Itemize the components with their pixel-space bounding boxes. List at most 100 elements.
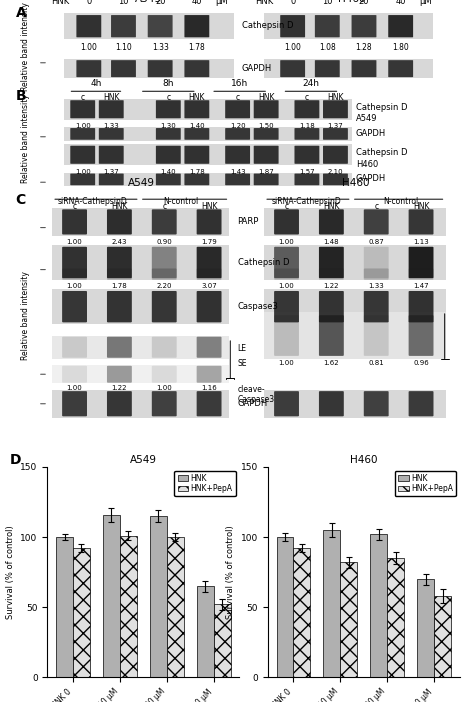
Bar [264,312,446,359]
Bar [64,99,352,119]
Text: SE: SE [237,359,247,368]
FancyBboxPatch shape [323,173,348,185]
Text: siRNA-CathepsinD: siRNA-CathepsinD [272,197,342,206]
Text: 1.78: 1.78 [189,43,205,52]
Bar [197,586,214,677]
FancyBboxPatch shape [197,366,221,383]
FancyBboxPatch shape [225,128,250,140]
FancyBboxPatch shape [274,391,299,416]
Text: 0: 0 [290,0,295,6]
FancyBboxPatch shape [152,366,177,383]
FancyBboxPatch shape [225,100,250,119]
Text: 1.87: 1.87 [258,169,274,176]
FancyBboxPatch shape [388,60,413,77]
Bar [52,208,229,236]
Text: 1.13: 1.13 [413,239,429,244]
FancyBboxPatch shape [323,146,348,164]
Text: 10: 10 [322,0,333,6]
FancyBboxPatch shape [364,291,389,322]
FancyBboxPatch shape [62,337,87,358]
Text: 1.48: 1.48 [324,239,339,244]
FancyBboxPatch shape [294,128,319,140]
Bar [417,579,434,677]
FancyBboxPatch shape [409,391,434,416]
FancyBboxPatch shape [76,15,101,37]
Text: 16h: 16h [231,79,248,88]
Text: 24h: 24h [302,79,319,88]
FancyBboxPatch shape [107,391,132,416]
Text: 1.10: 1.10 [115,43,132,52]
Text: 0: 0 [86,0,91,6]
Text: PARP: PARP [237,218,259,227]
FancyBboxPatch shape [409,268,434,280]
FancyBboxPatch shape [184,15,210,37]
Bar [264,390,446,418]
Bar [52,336,229,359]
Text: 1.20: 1.20 [230,123,246,129]
FancyBboxPatch shape [107,366,132,383]
FancyBboxPatch shape [319,315,344,356]
FancyBboxPatch shape [184,173,210,185]
FancyBboxPatch shape [197,291,221,322]
FancyBboxPatch shape [70,173,95,185]
Text: HNK: HNK [323,201,340,211]
FancyBboxPatch shape [280,60,305,77]
Text: H460: H460 [338,0,365,4]
Legend: HNK, HNK+PepA: HNK, HNK+PepA [174,470,236,496]
Text: Caspase3: Caspase3 [237,302,279,311]
Text: cleave-
Caspase3: cleave- Caspase3 [237,385,275,404]
Legend: HNK, HNK+PepA: HNK, HNK+PepA [395,470,456,496]
Text: 1.47: 1.47 [413,283,429,289]
FancyBboxPatch shape [315,60,340,77]
FancyBboxPatch shape [274,291,299,322]
Text: 1.62: 1.62 [324,360,339,366]
Text: 2.20: 2.20 [156,283,172,289]
Y-axis label: Survival (% of control): Survival (% of control) [226,525,235,619]
FancyBboxPatch shape [409,209,434,234]
Y-axis label: Survival (% of control): Survival (% of control) [6,525,15,619]
FancyBboxPatch shape [323,128,348,140]
Text: HNK: HNK [258,93,274,102]
Text: Cathepsin D: Cathepsin D [356,148,407,157]
Text: Relative band intensity: Relative band intensity [21,94,30,183]
Text: 0.90: 0.90 [156,239,172,244]
Text: N-control: N-control [163,197,198,206]
Text: GAPDH: GAPDH [356,174,386,183]
Text: c: c [305,93,309,102]
Text: c: c [284,201,289,211]
FancyBboxPatch shape [152,391,177,416]
Bar [64,13,234,39]
Bar [73,548,90,677]
Text: 20: 20 [359,0,369,6]
FancyBboxPatch shape [62,391,87,416]
FancyBboxPatch shape [274,247,299,278]
Text: 1.22: 1.22 [112,385,127,391]
Text: 1.00: 1.00 [284,43,301,52]
Text: 1.40: 1.40 [189,123,205,129]
FancyBboxPatch shape [76,60,101,77]
FancyBboxPatch shape [364,268,389,280]
Text: 1.00: 1.00 [67,283,82,289]
FancyBboxPatch shape [315,15,340,37]
FancyBboxPatch shape [364,315,389,356]
Text: 1.00: 1.00 [75,169,91,176]
FancyBboxPatch shape [409,315,434,356]
FancyBboxPatch shape [294,173,319,185]
Text: GAPDH: GAPDH [237,399,268,409]
Text: 0.87: 0.87 [368,239,384,244]
FancyBboxPatch shape [62,366,87,383]
Text: μM: μM [215,0,228,6]
Text: A549: A549 [356,114,377,124]
FancyBboxPatch shape [184,60,210,77]
Bar [264,59,433,79]
Text: 1.00: 1.00 [279,239,294,244]
Bar [434,596,451,677]
Text: 20: 20 [155,0,165,6]
FancyBboxPatch shape [99,100,124,119]
Text: HNK: HNK [189,93,205,102]
Text: Cathepsin D: Cathepsin D [237,258,289,267]
Text: siRNA-CathepsinD: siRNA-CathepsinD [58,197,128,206]
Text: Relative band intensity: Relative band intensity [21,272,30,360]
Text: 1.18: 1.18 [299,123,315,129]
Text: 40: 40 [395,0,406,6]
